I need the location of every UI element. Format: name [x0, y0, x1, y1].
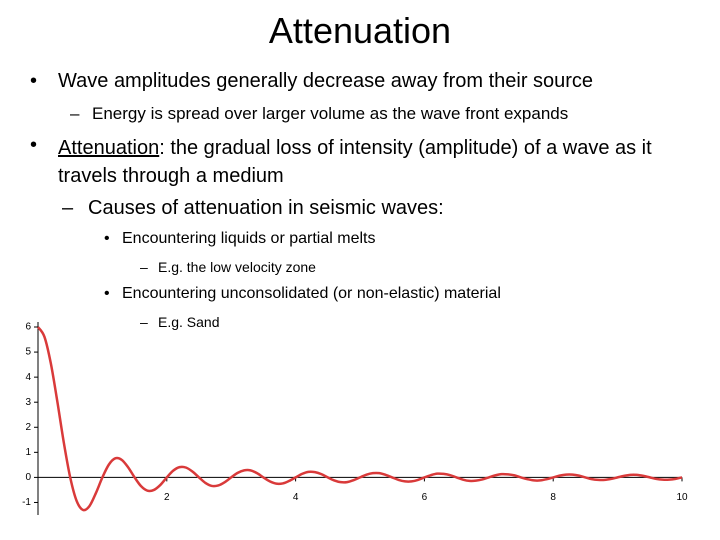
y-tick-label: -1 — [22, 497, 31, 508]
bullet-text: Wave amplitudes generally decrease away … — [58, 70, 594, 92]
bullet-marker: – — [62, 197, 74, 219]
y-tick-label: 5 — [25, 347, 31, 358]
bullet-text: E.g. the low velocity zone — [158, 259, 316, 275]
bullet-marker: • — [104, 230, 110, 247]
x-tick-label: 2 — [164, 492, 170, 503]
bullet-text: Encountering unconsolidated (or non-elas… — [122, 285, 501, 302]
bullet-text: Energy is spread over larger volume as t… — [92, 104, 569, 123]
bullet-marker: – — [140, 259, 148, 275]
y-tick-label: 4 — [25, 372, 31, 383]
bullet-text: E.g. Sand — [158, 314, 220, 330]
y-tick-label: 1 — [25, 447, 31, 458]
x-tick-label: 6 — [422, 492, 428, 503]
wave-line — [36, 326, 683, 512]
bullet-marker: • — [30, 134, 38, 156]
y-tick-label: 6 — [25, 322, 31, 333]
bullet-marker: • — [30, 70, 38, 92]
definition: : the gradual loss of intensity (amplitu… — [58, 137, 652, 187]
x-tick-label: 10 — [676, 492, 688, 503]
bullet-text: Encountering liquids or partial melts — [122, 230, 376, 247]
bullet-marker: – — [70, 104, 80, 123]
slide-title: Attenuation — [268, 10, 452, 51]
bullet-text: Causes of attenuation in seismic waves: — [88, 197, 444, 219]
bullet-text: Attenuation: the gradual loss of intensi… — [58, 134, 683, 190]
y-tick-label: 0 — [25, 472, 31, 483]
x-tick-label: 8 — [550, 492, 556, 503]
y-tick-label: 3 — [25, 397, 31, 408]
bullet-marker: – — [140, 314, 148, 330]
term: Attenuation — [58, 137, 160, 159]
bullet-marker: • — [104, 285, 110, 302]
x-tick-label: 4 — [293, 492, 299, 503]
y-tick-label: 2 — [25, 422, 31, 433]
